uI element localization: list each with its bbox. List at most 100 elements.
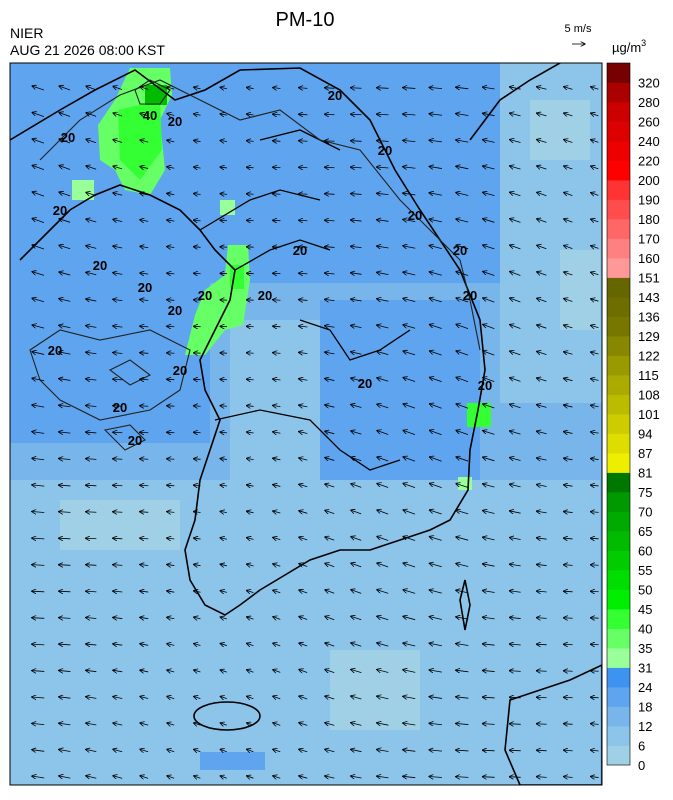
colorbar-segment (607, 492, 630, 512)
colorbar-segment (607, 414, 630, 434)
contour-label: 40 (143, 108, 157, 123)
colorbar-label: 122 (638, 349, 660, 364)
colorbar-label: 65 (638, 524, 652, 539)
colorbar-label: 160 (638, 251, 660, 266)
colorbar-segment (607, 707, 630, 727)
wind-arrow (140, 379, 149, 380)
contour-label: 20 (61, 130, 75, 145)
wind-arrow (273, 300, 281, 301)
wind-arrow (536, 697, 546, 698)
colorbar-segment (607, 434, 630, 454)
colorbar-label: 81 (638, 466, 652, 481)
colorbar-label: 115 (638, 368, 659, 383)
wind-arrow (113, 432, 123, 433)
colorbar-label: 70 (638, 505, 652, 520)
contour-label: 20 (478, 378, 492, 393)
colorbar-label: 240 (638, 134, 660, 149)
colorbar-label: 6 (638, 739, 645, 754)
wind-arrow (590, 671, 598, 672)
colorbar-segment (607, 668, 630, 688)
colorbar-label: 190 (638, 193, 660, 208)
colorbar-label: 108 (638, 388, 660, 403)
colorbar-label: 45 (638, 602, 652, 617)
colorbar-segment (607, 336, 630, 356)
colorbar-label: 129 (638, 329, 660, 344)
colorbar-label: 87 (638, 446, 652, 461)
colorbar-label: 50 (638, 583, 652, 598)
colorbar-segment (607, 161, 630, 181)
wind-arrow (536, 671, 546, 672)
contour-label: 20 (408, 208, 422, 223)
colorbar-segment (607, 141, 630, 161)
wind-arrow (325, 141, 335, 142)
wind-arrow (86, 512, 97, 513)
contour-label: 20 (168, 303, 182, 318)
colorbar-label: 180 (638, 212, 660, 227)
colorbar-segment (607, 278, 630, 298)
contour-label: 20 (138, 280, 152, 295)
colorbar-label: 260 (638, 115, 660, 130)
field-patch (330, 650, 420, 730)
colorbar-label: 12 (638, 719, 652, 734)
field-patch (560, 250, 600, 330)
unit-superscript: 3 (641, 38, 646, 48)
wind-arrow (325, 167, 335, 168)
wind-arrow (325, 114, 335, 115)
colorbar-segment (607, 531, 630, 551)
contour-label: 20 (48, 343, 62, 358)
field-patch-green (145, 85, 167, 105)
field-patch (60, 500, 180, 550)
colorbar-label: 24 (638, 680, 652, 695)
colorbar-segment (607, 297, 630, 317)
colorbar-segment (607, 317, 630, 337)
wind-arrow (246, 353, 253, 354)
colorbar-segment (607, 629, 630, 649)
wind-arrow (140, 485, 149, 486)
colorbar-segment (607, 570, 630, 590)
colorbar-label: 75 (638, 485, 652, 500)
colorbar-segment (607, 453, 630, 473)
field-patch (200, 752, 265, 770)
contour-label: 20 (378, 143, 392, 158)
wind-arrow (273, 167, 281, 168)
colorbar-segment (607, 609, 630, 629)
colorbar-label: 0 (638, 758, 645, 773)
field-patch (530, 100, 590, 160)
colorbar-label: 55 (638, 563, 652, 578)
colorbar-label: 35 (638, 641, 652, 656)
wind-arrow (563, 697, 572, 698)
colorbar-segment (607, 239, 630, 259)
wind-arrow (350, 88, 361, 89)
colorbar-segment (607, 63, 630, 83)
contour-label: 20 (453, 243, 467, 258)
colorbar-segment (607, 746, 630, 766)
colorbar-label: 220 (638, 154, 660, 169)
colorbar-label: 31 (638, 661, 652, 676)
unit: µg/m3 (612, 38, 646, 55)
colorbar-segment (607, 395, 630, 415)
colorbar-label: 94 (638, 427, 652, 442)
contour-label: 20 (113, 400, 127, 415)
contour-label: 20 (198, 288, 212, 303)
contour-label: 20 (173, 363, 187, 378)
wind-arrow (536, 724, 546, 725)
wind-arrow (350, 114, 361, 115)
colorbar-segment (607, 590, 630, 610)
contour-label: 20 (128, 433, 142, 448)
unit-base: µg/m (612, 40, 641, 55)
field-patch-green (458, 477, 472, 490)
agency: NIER (10, 25, 43, 41)
colorbar-segment (607, 726, 630, 746)
contour-label: 20 (328, 88, 342, 103)
colorbar-label: 280 (638, 95, 660, 110)
colorbar-segment (607, 122, 630, 142)
colorbar-label: 320 (638, 76, 660, 91)
wind-arrow (167, 326, 175, 327)
contour-label: 20 (293, 243, 307, 258)
colorbar-segment (607, 102, 630, 122)
colorbar-label: 40 (638, 622, 652, 637)
wind-arrow (113, 512, 123, 513)
colorbar-label: 170 (638, 232, 660, 247)
